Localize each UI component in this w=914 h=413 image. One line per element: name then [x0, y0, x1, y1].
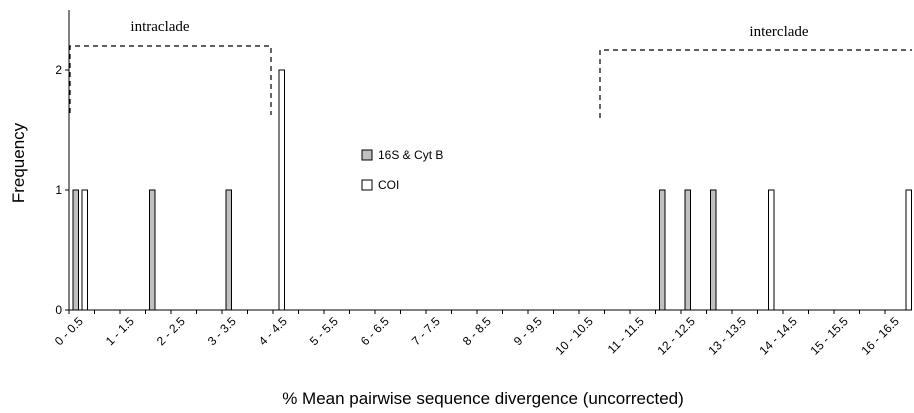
interclade-bracket — [599, 49, 912, 118]
y-ticks: 0 1 2 — [55, 63, 69, 317]
bar-16s-cytb — [72, 189, 79, 311]
bar-coi — [768, 189, 775, 311]
intraclade-bracket — [69, 45, 272, 115]
legend-label-coi: COI — [378, 178, 399, 192]
bar-16s-cytb — [225, 189, 232, 311]
legend-swatch-16s-cytb — [361, 149, 373, 161]
interclade-label: interclade — [749, 24, 808, 40]
x-tick-label: 11 - 11.5 — [605, 314, 647, 356]
legend-swatch-coi — [361, 179, 373, 191]
x-tick-label: 8 - 8.5 — [460, 314, 494, 348]
y-tick-label: 2 — [55, 63, 62, 77]
bar-16s-cytb — [710, 189, 717, 311]
x-tick-label: 0 - 0.5 — [52, 314, 86, 348]
x-tick-label: 16 - 16.5 — [858, 314, 902, 358]
x-tick-label: 5 - 5.5 — [307, 314, 341, 348]
x-tick-label: 14 - 14.5 — [756, 314, 800, 358]
y-tick-label: 0 — [55, 303, 62, 317]
y-tick-label: 1 — [55, 183, 62, 197]
bars — [72, 69, 912, 311]
legend-label-16s-cytb: 16S & Cyt B — [378, 148, 443, 162]
x-tick-label: 12 - 12.5 — [654, 314, 698, 358]
legend: 16S & Cyt B COI — [351, 139, 463, 203]
x-tick-label: 9 - 9.5 — [511, 314, 545, 348]
bar-coi — [81, 189, 88, 311]
intraclade-label: intraclade — [130, 19, 189, 35]
bar-coi — [278, 69, 285, 311]
x-tick-label: 10 - 10.5 — [552, 314, 596, 358]
x-ticks: 0 - 0.5 1 - 1.5 2 - 2.5 3 - 3.5 4 - 4.5 5 - 5… — [52, 310, 902, 358]
x-tick-label: 15 - 15.5 — [807, 314, 851, 358]
axes — [68, 10, 910, 311]
x-tick-label: 6 - 6.5 — [358, 314, 392, 348]
x-tick-label: 4 - 4.5 — [256, 314, 290, 348]
bar-16s-cytb — [659, 189, 666, 311]
x-tick-label: 13 - 13.5 — [705, 314, 749, 358]
annotations: intraclade interclade — [69, 19, 912, 118]
x-axis-title: % Mean pairwise sequence divergence (unc… — [282, 389, 684, 408]
x-tick-label: 7 - 7.5 — [409, 314, 443, 348]
x-tick-label: 3 - 3.5 — [205, 314, 239, 348]
bar-16s-cytb — [684, 189, 691, 311]
x-tick-label: 2 - 2.5 — [154, 314, 188, 348]
y-axis-title: Frequency — [9, 122, 28, 203]
bar-coi-edge — [905, 189, 912, 311]
bar-16s-cytb — [149, 189, 156, 311]
x-tick-label: 1 - 1.5 — [103, 314, 137, 348]
